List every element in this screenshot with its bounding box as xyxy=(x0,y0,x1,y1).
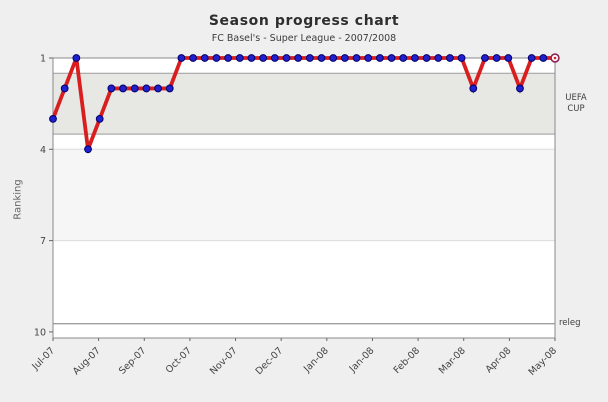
data-point-marker xyxy=(235,54,244,62)
data-point-marker xyxy=(270,54,279,62)
zone-uefa-cup xyxy=(53,73,555,135)
data-point-marker xyxy=(411,54,419,62)
chart-subtitle: FC Basel's - Super League - 2007/2008 xyxy=(211,33,397,44)
data-point-marker xyxy=(539,54,548,62)
x-tick-label: Jul-07 xyxy=(30,345,58,373)
x-tick-label: Mar-08 xyxy=(437,345,468,376)
x-tick-label: Nov-07 xyxy=(208,345,240,377)
x-tick-label: Dec-07 xyxy=(254,345,286,377)
data-point-marker xyxy=(305,54,314,62)
data-point-marker xyxy=(387,54,396,62)
data-point-marker xyxy=(212,54,221,62)
data-point-marker xyxy=(72,54,81,62)
data-point-marker xyxy=(422,54,431,62)
data-point-marker xyxy=(119,84,127,93)
y-tick-label: 7 xyxy=(40,236,46,247)
data-point-marker xyxy=(189,54,197,62)
data-point-marker xyxy=(504,54,513,62)
data-point-marker xyxy=(492,54,501,62)
x-tick-label: Jan-08 xyxy=(347,345,377,375)
data-point-marker xyxy=(130,84,139,93)
data-point-marker xyxy=(154,84,162,93)
data-point-marker xyxy=(446,54,454,62)
data-point-marker xyxy=(107,84,116,93)
zone-stripe-1 xyxy=(53,149,555,241)
uefa-cup-zone-label: UEFA CUP xyxy=(565,93,587,114)
data-point-marker xyxy=(352,54,361,62)
data-point-marker xyxy=(259,54,268,62)
data-point-marker xyxy=(60,84,69,93)
data-point-marker xyxy=(282,54,291,62)
x-tick-label: Feb-08 xyxy=(392,345,423,376)
data-point-marker xyxy=(457,54,466,62)
relegation-line-label: releg xyxy=(559,318,581,328)
data-point-marker xyxy=(224,54,233,62)
data-point-marker xyxy=(399,54,408,62)
x-tick-label: Aug-07 xyxy=(71,345,103,377)
x-tick-label: Apr-08 xyxy=(484,345,514,375)
data-point-marker xyxy=(375,54,384,62)
data-point-marker xyxy=(527,54,536,62)
data-point-marker xyxy=(469,84,478,93)
data-point-marker xyxy=(317,54,326,62)
chart-title: Season progress chart xyxy=(208,13,400,29)
data-point-marker xyxy=(49,114,57,123)
data-point-marker xyxy=(95,114,104,123)
current-position-marker-dot xyxy=(553,56,557,60)
data-point-marker xyxy=(177,54,186,62)
data-point-marker xyxy=(340,54,349,62)
data-point-marker xyxy=(434,54,443,62)
data-point-marker xyxy=(294,54,303,62)
x-tick-label: Sep-07 xyxy=(117,345,148,376)
data-point-marker xyxy=(364,54,373,62)
x-tick-label: Oct-07 xyxy=(164,345,194,375)
data-point-marker xyxy=(516,84,524,93)
data-point-marker xyxy=(329,54,338,62)
y-tick-label: 10 xyxy=(34,327,46,338)
data-point-marker xyxy=(84,145,92,154)
x-tick-label: May-08 xyxy=(527,345,560,378)
y-tick-label: 4 xyxy=(40,145,46,156)
data-point-marker xyxy=(481,54,489,62)
data-point-marker xyxy=(165,84,174,93)
y-tick-label: 1 xyxy=(40,54,46,65)
data-point-marker xyxy=(247,54,256,62)
data-point-marker xyxy=(200,54,209,62)
data-point-marker xyxy=(142,84,151,93)
x-tick-label: Jan-08 xyxy=(301,345,331,375)
